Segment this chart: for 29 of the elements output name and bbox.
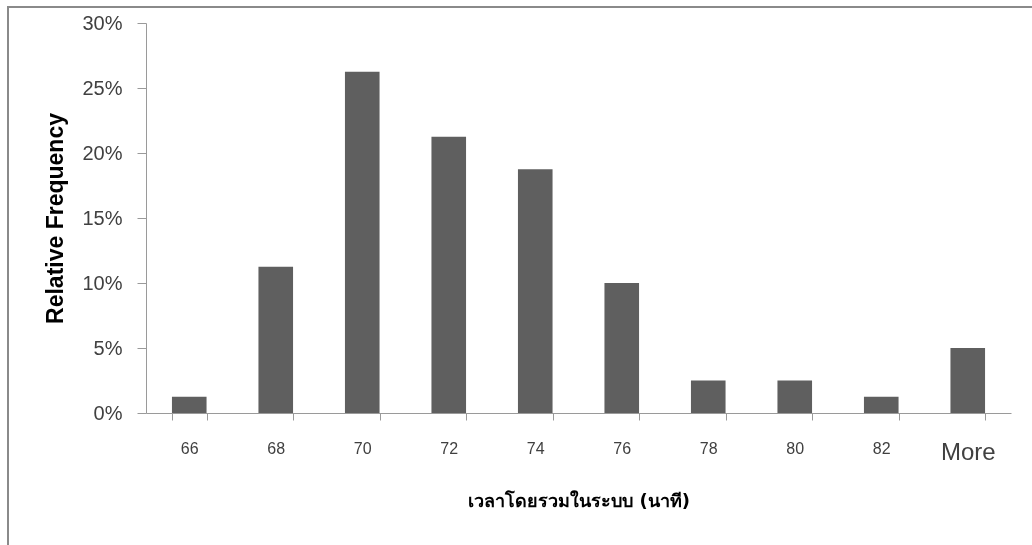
bar: [950, 348, 986, 413]
x-tick-label: 72: [440, 439, 459, 457]
x-tick-label: 74: [526, 439, 545, 457]
y-axis-title: Relative Frequency: [42, 112, 69, 324]
x-tick-label: 66: [180, 439, 199, 457]
y-tick-label: 15%: [82, 206, 123, 229]
y-tick-label: 10%: [82, 271, 123, 294]
bar: [690, 380, 726, 413]
x-axis-title: เวลาโดยรวมในระบบ (นาที): [468, 489, 690, 511]
x-tick-label: 70: [353, 439, 372, 457]
bar: [863, 396, 899, 413]
y-tick-label: 25%: [82, 76, 123, 99]
y-tick-label: 0%: [93, 401, 123, 424]
x-tick-label: 82: [872, 439, 891, 457]
bar: [344, 71, 380, 413]
bar: [171, 396, 207, 413]
x-tick-label: 80: [786, 439, 805, 457]
bar: [431, 136, 467, 413]
x-tick-label: More: [940, 437, 996, 465]
x-tick-label: 78: [699, 439, 718, 457]
x-tick-label: 68: [267, 439, 286, 457]
bar: [604, 283, 640, 413]
y-tick-label: 5%: [93, 336, 123, 359]
bar: [517, 169, 553, 413]
x-tick-label: 76: [613, 439, 632, 457]
y-tick-label: 30%: [82, 11, 123, 34]
bar: [258, 266, 294, 413]
y-tick-label: 20%: [82, 141, 123, 164]
bar: [777, 380, 813, 413]
